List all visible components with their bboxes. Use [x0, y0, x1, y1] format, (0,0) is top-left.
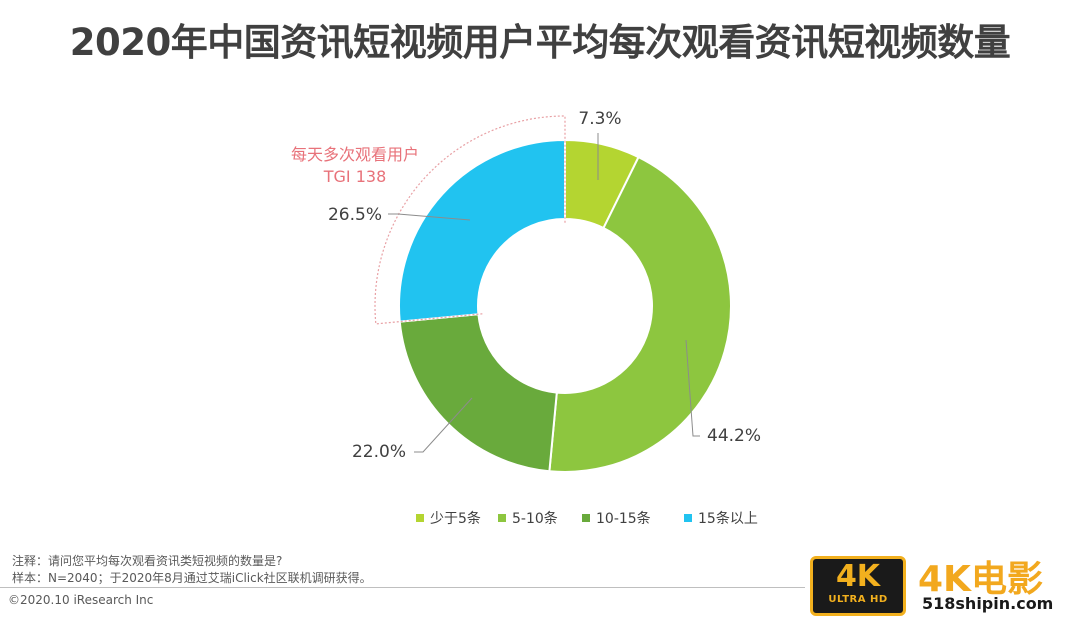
watermark-badge: 4K ULTRA HD: [810, 556, 906, 616]
legend: 少于5条 5-10条 10-15条 15条以上: [416, 510, 758, 527]
tgi-annotation-line2: TGI 138: [323, 167, 387, 186]
value-label: 26.5%: [328, 205, 382, 225]
value-label: 22.0%: [352, 442, 406, 462]
legend-swatch: [582, 514, 590, 522]
note-question: 注释：请问您平均每次观看资讯类短视频的数量是?: [12, 554, 283, 568]
watermark-url: 518shipin.com: [922, 594, 1054, 613]
watermark-badge-big: 4K: [835, 559, 881, 594]
leader-line: [414, 397, 473, 453]
value-label: 44.2%: [707, 426, 761, 446]
donut-slice: [398, 313, 558, 473]
chart-title: 2020年中国资讯短视频用户平均每次观看资讯短视频数量: [69, 21, 1011, 64]
copyright: ©2020.10 iResearch Inc: [8, 593, 154, 607]
legend-swatch: [684, 514, 692, 522]
legend-label: 10-15条: [596, 510, 651, 527]
leader-lines: [388, 133, 700, 453]
note-sample: 样本：N=2040；于2020年8月通过艾瑞iClick社区联机调研获得。: [12, 571, 372, 585]
value-labels: 7.3% 44.2% 22.0% 26.5%: [328, 109, 761, 462]
legend-label: 少于5条: [430, 510, 481, 527]
leader-line: [388, 213, 471, 221]
footer-divider: [0, 587, 805, 588]
legend-label: 5-10条: [512, 510, 558, 527]
donut-slice: [398, 138, 566, 323]
leader-line: [685, 339, 700, 437]
tgi-annotation-outline: [374, 115, 566, 325]
legend-swatch: [498, 514, 506, 522]
legend-label: 15条以上: [698, 510, 758, 527]
donut-slices: [398, 138, 732, 473]
legend-swatch: [416, 514, 424, 522]
tgi-annotation-line1: 每天多次观看用户: [291, 145, 419, 164]
value-label: 7.3%: [578, 109, 621, 129]
watermark-badge-small: ULTRA HD: [828, 594, 888, 605]
donut-slice: [548, 155, 732, 473]
watermark-text: 4K电影: [918, 559, 1043, 600]
